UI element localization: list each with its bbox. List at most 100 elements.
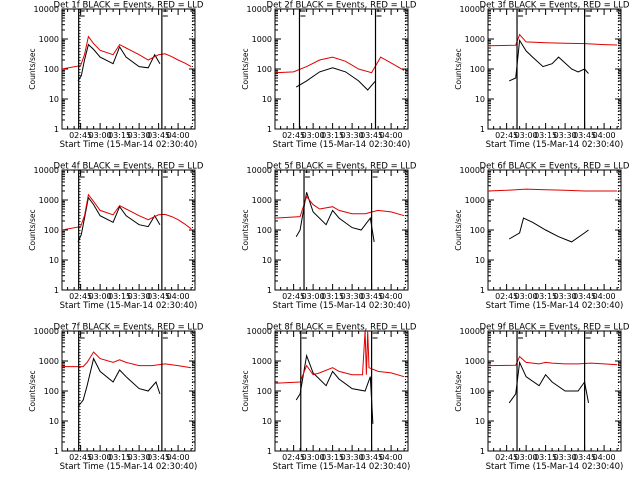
x-tick-label: 03:30 — [341, 131, 364, 140]
series-lld — [274, 56, 405, 74]
y-tick-label: 10 — [262, 256, 272, 265]
x-tick-label: 03:45 — [573, 453, 596, 462]
x-tick-label: 02:45 — [282, 453, 305, 462]
x-axis-label: Start Time (15-Mar-14 02:30:40) — [60, 462, 198, 472]
panel-det-7: Det 7f BLACK = Events, RED = LLD 1 10 100 10… — [28, 323, 204, 473]
x-axis-label: Start Time (15-Mar-14 02:30:40) — [273, 462, 411, 472]
plot-frame — [274, 330, 409, 452]
y-tick-label: 100 — [257, 387, 272, 396]
y-axis-label: Counts/sec — [241, 209, 250, 250]
x-tick-label: 03:15 — [321, 292, 344, 301]
y-tick-label: 100 — [44, 65, 59, 74]
x-tick-label: 03:15 — [108, 131, 131, 140]
x-tick-label: 03:45 — [573, 131, 596, 140]
y-tick-label: 1000 — [252, 357, 272, 366]
y-axis-label: Counts/sec — [28, 48, 37, 89]
x-tick-label: 04:00 — [167, 292, 190, 301]
x-tick-label: 03:45 — [360, 131, 383, 140]
series-events — [77, 43, 161, 82]
x-tick-label: 02:45 — [69, 292, 92, 301]
marker-hook — [162, 171, 168, 178]
series-events — [508, 360, 589, 404]
y-tick-label: 1 — [480, 447, 485, 456]
x-tick-label: 03:00 — [515, 131, 538, 140]
y-tick-label: 1000 — [252, 196, 272, 205]
x-tick-label: 03:00 — [515, 453, 538, 462]
marker-hook — [372, 332, 378, 339]
y-tick-label: 10 — [49, 417, 59, 426]
y-tick-label: 10 — [475, 417, 485, 426]
y-tick-label: 1 — [267, 447, 272, 456]
panel-title: Det 9f BLACK = Events, RED = LLD — [480, 323, 630, 333]
x-tick-label: 04:00 — [593, 292, 616, 301]
marker-hook — [376, 10, 382, 17]
y-tick-label: 10000 — [34, 5, 59, 14]
marker-hook — [372, 171, 378, 178]
y-tick-label: 10000 — [247, 5, 272, 14]
plot-frame — [487, 169, 622, 291]
plot-frame — [274, 169, 409, 291]
marker-hook — [305, 171, 311, 178]
y-tick-label: 10 — [49, 256, 59, 265]
x-tick-label: 02:45 — [69, 131, 92, 140]
y-tick-label: 100 — [470, 65, 485, 74]
x-tick-label: 03:45 — [360, 292, 383, 301]
x-tick-label: 03:15 — [534, 292, 557, 301]
panel-det-3: Det 3f BLACK = Events, RED = LLD 1 10 100 10… — [454, 1, 630, 151]
y-tick-label: 100 — [470, 226, 485, 235]
series-lld — [274, 195, 405, 219]
x-tick-label: 03:00 — [302, 453, 325, 462]
x-tick-label: 03:30 — [128, 453, 151, 462]
x-tick-label: 04:00 — [593, 131, 616, 140]
x-tick-label: 02:45 — [495, 131, 518, 140]
marker-hook — [301, 332, 307, 339]
panel-det-4: Det 4f BLACK = Events, RED = LLD 1 10 100 10… — [28, 162, 204, 312]
x-tick-label: 03:15 — [321, 131, 344, 140]
marker-hook — [79, 332, 85, 339]
series-lld — [61, 193, 192, 231]
x-axis-label: Start Time (15-Mar-14 02:30:40) — [486, 462, 624, 472]
marker-hook — [518, 332, 524, 339]
x-tick-label: 04:00 — [167, 453, 190, 462]
x-tick-label: 03:00 — [89, 453, 112, 462]
y-tick-label: 10000 — [247, 166, 272, 175]
x-tick-label: 03:30 — [554, 292, 577, 301]
y-tick-label: 1 — [480, 125, 485, 134]
x-tick-label: 03:45 — [360, 453, 383, 462]
panel-det-5: Det 5f BLACK = Events, RED = LLD 1 10 100 10… — [241, 162, 417, 312]
panel-title: Det 8f BLACK = Events, RED = LLD — [267, 323, 417, 333]
series-lld — [62, 351, 192, 369]
y-tick-label: 1000 — [465, 196, 485, 205]
panel-title: Det 2f BLACK = Events, RED = LLD — [267, 1, 417, 11]
x-tick-label: 02:45 — [495, 453, 518, 462]
panel-det-1: Det 1f BLACK = Events, RED = LLD 1 10 100 10… — [28, 1, 204, 151]
y-tick-label: 10 — [475, 95, 485, 104]
x-tick-label: 03:30 — [341, 292, 364, 301]
x-tick-label: 03:00 — [302, 131, 325, 140]
x-axis-label: Start Time (15-Mar-14 02:30:40) — [486, 140, 624, 150]
x-tick-label: 03:30 — [554, 453, 577, 462]
x-tick-label: 03:00 — [89, 131, 112, 140]
x-tick-label: 02:45 — [282, 292, 305, 301]
series-events — [295, 353, 374, 424]
y-tick-label: 10000 — [34, 166, 59, 175]
y-tick-label: 10000 — [247, 327, 272, 336]
x-tick-label: 03:15 — [108, 453, 131, 462]
series-events — [295, 67, 376, 91]
marker-hook — [79, 171, 85, 178]
marker-hook — [300, 10, 306, 17]
y-tick-label: 100 — [44, 387, 59, 396]
x-tick-label: 04:00 — [380, 292, 403, 301]
marker-hook — [585, 332, 591, 339]
panel-det-8: Det 8f BLACK = Events, RED = LLD 1 10 100 10… — [241, 323, 417, 473]
x-tick-label: 03:45 — [147, 292, 170, 301]
y-axis-label: Counts/sec — [241, 48, 250, 89]
y-tick-label: 100 — [470, 387, 485, 396]
x-tick-label: 02:45 — [69, 453, 92, 462]
y-tick-label: 1 — [267, 286, 272, 295]
y-tick-label: 10 — [262, 95, 272, 104]
panel-det-6: Det 6f BLACK = Events, RED = LLD 1 10 100 10… — [454, 162, 630, 312]
x-tick-label: 03:15 — [534, 453, 557, 462]
y-axis-label: Counts/sec — [454, 370, 463, 411]
